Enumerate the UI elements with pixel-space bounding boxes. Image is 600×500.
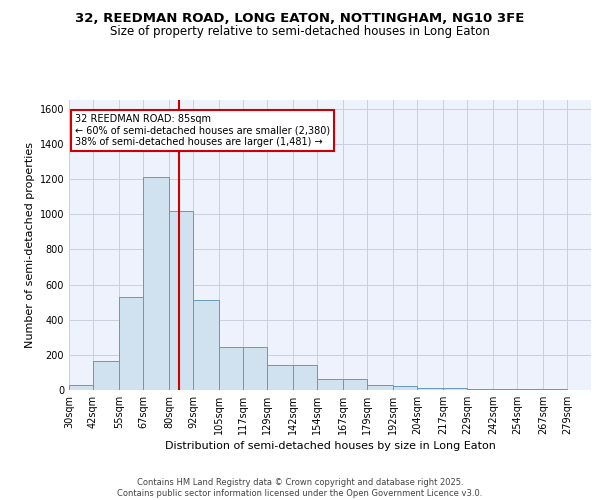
Bar [343, 378, 367, 390]
Text: Size of property relative to semi-detached houses in Long Eaton: Size of property relative to semi-detach… [110, 25, 490, 38]
Bar [143, 178, 169, 390]
Text: 32, REEDMAN ROAD, LONG EATON, NOTTINGHAM, NG10 3FE: 32, REEDMAN ROAD, LONG EATON, NOTTINGHAM… [76, 12, 524, 26]
Bar [367, 384, 393, 390]
Bar [317, 378, 343, 390]
Bar [417, 388, 443, 390]
Bar [193, 300, 219, 390]
Y-axis label: Number of semi-detached properties: Number of semi-detached properties [25, 142, 35, 348]
Text: Contains HM Land Registry data © Crown copyright and database right 2025.
Contai: Contains HM Land Registry data © Crown c… [118, 478, 482, 498]
Bar [293, 366, 317, 390]
Bar [243, 347, 267, 390]
Bar [393, 386, 417, 390]
Bar [93, 361, 119, 390]
Text: 32 REEDMAN ROAD: 85sqm
← 60% of semi-detached houses are smaller (2,380)
38% of : 32 REEDMAN ROAD: 85sqm ← 60% of semi-det… [75, 114, 330, 148]
Bar [219, 347, 243, 390]
Bar [493, 389, 517, 390]
X-axis label: Distribution of semi-detached houses by size in Long Eaton: Distribution of semi-detached houses by … [164, 441, 496, 451]
Bar [169, 210, 193, 390]
Bar [119, 297, 143, 390]
Bar [69, 384, 93, 390]
Bar [467, 389, 493, 390]
Bar [267, 366, 293, 390]
Bar [443, 388, 467, 390]
